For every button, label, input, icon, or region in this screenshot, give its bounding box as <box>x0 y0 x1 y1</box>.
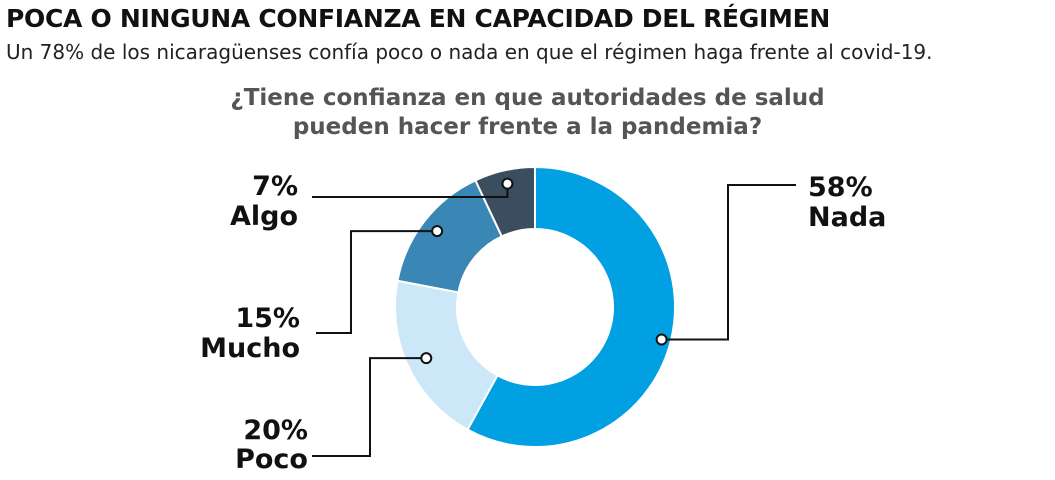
leader-line-nada <box>661 184 796 341</box>
donut-slice-algo <box>474 165 536 238</box>
chart-title-line-2: pueden hacer frente a la pandemia? <box>292 114 763 140</box>
chart-title: ¿Tiene confianza en que autoridades de s… <box>0 84 1055 142</box>
slice-category-label-poco: Poco <box>235 444 308 475</box>
slice-value-label-nada: 58% <box>808 172 873 203</box>
leader-dot-nada <box>655 333 668 346</box>
leader-dot-mucho <box>431 225 444 238</box>
slice-category-label-mucho: Mucho <box>200 333 300 364</box>
leader-lines <box>312 177 796 457</box>
chart-title-line-1: ¿Tiene confianza en que autoridades de s… <box>230 85 825 111</box>
slice-category-label-algo: Algo <box>230 201 298 232</box>
slice-value-label-mucho: 15% <box>235 303 300 334</box>
slice-value-label-algo: 7% <box>252 171 298 202</box>
leader-dot-algo <box>501 177 514 190</box>
slice-value-label-poco: 20% <box>243 415 308 446</box>
leader-line-poco <box>312 357 427 457</box>
page-title: POCA O NINGUNA CONFIANZA EN CAPACIDAD DE… <box>6 4 830 33</box>
leader-line-mucho <box>316 230 438 334</box>
donut-slices <box>394 165 676 448</box>
donut-slice-nada <box>466 165 676 448</box>
leader-dot-poco <box>420 352 433 365</box>
slice-labels: 58%Nada 20%Poco 15%Mucho 7%Algo <box>200 171 886 475</box>
page-subtitle: Un 78% de los nicaragüenses confía poco … <box>6 40 933 64</box>
slice-category-label-nada: Nada <box>808 202 886 233</box>
